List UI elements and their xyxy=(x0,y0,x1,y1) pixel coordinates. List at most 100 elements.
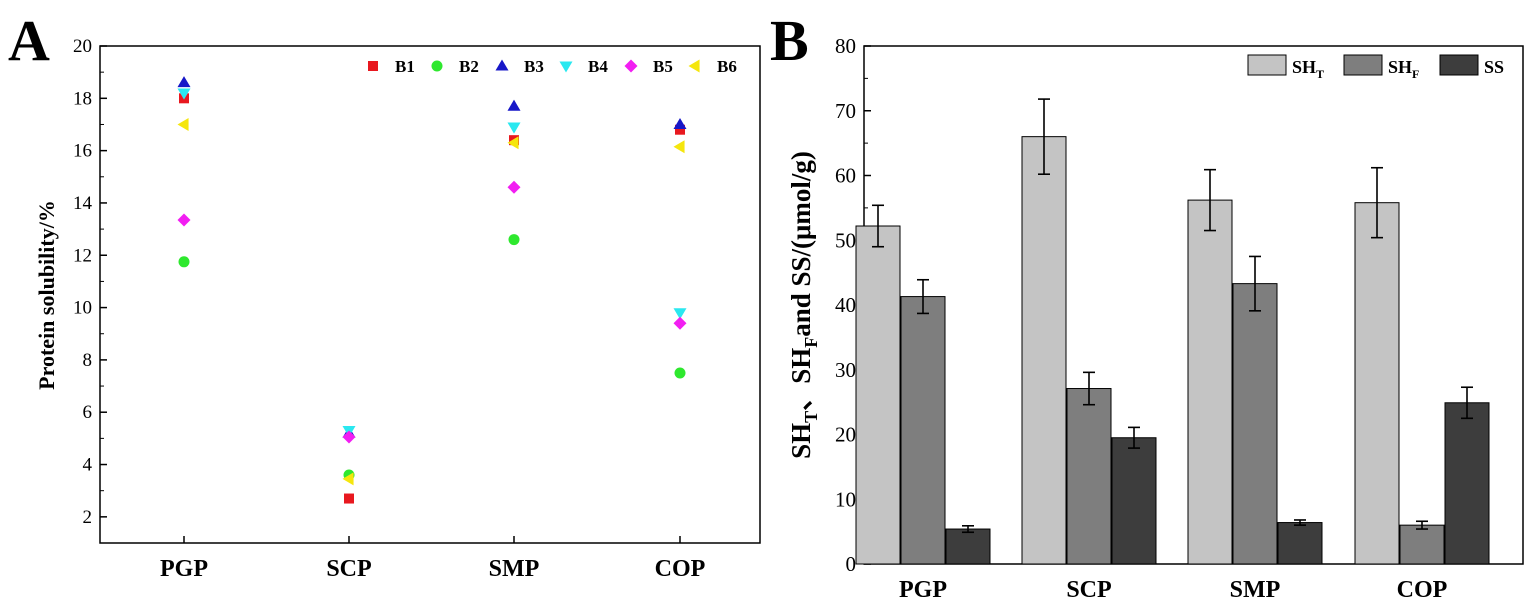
legend-label-main: SS xyxy=(1484,57,1504,77)
bar-sht-scp xyxy=(1021,136,1067,565)
x-category-label: SMP xyxy=(1230,577,1281,603)
y-tick-label: 14 xyxy=(73,193,93,214)
legend-marker-b5 xyxy=(624,59,638,73)
point-b1-scp xyxy=(344,493,354,504)
bar-shf-smp xyxy=(1232,283,1278,565)
y-tick-label: 8 xyxy=(83,350,93,371)
legend-label-subscript: T xyxy=(1316,67,1324,81)
x-category-label: PGP xyxy=(899,577,947,603)
y-tick-label: 0 xyxy=(846,552,857,576)
y-axis-title-part: 、 xyxy=(786,384,816,411)
point-b6-scp xyxy=(342,472,354,486)
panel-b-y-axis: 0 10 20 30 40 50 60 70 80 xyxy=(835,34,871,576)
bar-sht-cop xyxy=(1354,202,1400,565)
y-tick-label: 30 xyxy=(835,358,856,382)
point-b6-smp xyxy=(507,136,519,150)
point-b3-cop xyxy=(673,117,687,130)
point-b4-smp xyxy=(507,122,521,134)
x-category-label: SCP xyxy=(1066,577,1111,603)
y-tick-label: 50 xyxy=(835,228,856,252)
x-category-label: COP xyxy=(655,556,706,582)
legend-label-subscript: F xyxy=(1412,67,1419,81)
point-b5-cop xyxy=(673,316,687,330)
bar-sht-smp xyxy=(1187,199,1233,565)
legend-swatch-ss xyxy=(1439,54,1479,76)
panel-a-x-axis: PGP SCP SMP COP xyxy=(160,536,705,582)
point-b6-pgp xyxy=(177,117,189,131)
legend-label-main: SH xyxy=(1292,57,1316,77)
bar-shf-cop xyxy=(1399,524,1445,565)
bar-shf-pgp xyxy=(900,296,946,565)
legend-label-b5: B5 xyxy=(653,57,673,76)
panel-b-legend: SHT SHF SS xyxy=(1247,54,1504,81)
point-b3-pgp xyxy=(177,76,191,88)
y-tick-label: 70 xyxy=(835,99,856,123)
y-axis-title-subscript: T xyxy=(801,411,821,423)
y-axis-title-part: SH xyxy=(786,423,816,459)
legend-marker-b1 xyxy=(368,61,378,71)
y-tick-label: 6 xyxy=(83,402,93,423)
point-b5-scp xyxy=(342,430,356,444)
legend-label-b3: B3 xyxy=(524,57,544,76)
panel-a-y-axis-title: Protein solubility/% xyxy=(34,200,59,390)
legend-marker-b6 xyxy=(688,59,700,73)
bar-ss-smp xyxy=(1277,522,1323,565)
point-b2-cop xyxy=(674,367,686,379)
legend-label-b1: B1 xyxy=(395,57,415,76)
panel-a-plot-frame xyxy=(99,45,761,544)
legend-marker-b2 xyxy=(431,60,443,72)
legend-label-b6: B6 xyxy=(717,57,737,76)
x-category-label: SMP xyxy=(489,556,540,582)
legend-marker-b4 xyxy=(559,61,573,73)
legend-marker-b3 xyxy=(495,59,509,71)
y-axis-title-part: SH xyxy=(786,348,816,384)
panel-b-bars xyxy=(855,98,1490,565)
y-tick-label: 16 xyxy=(73,141,92,162)
panel-a-points xyxy=(177,76,687,504)
y-axis-title-part: and SS/(μmol/g) xyxy=(786,151,816,337)
y-tick-label: 40 xyxy=(835,293,856,317)
y-tick-label: 12 xyxy=(73,245,92,266)
y-axis-title-subscript: F xyxy=(801,337,821,348)
legend-swatch-shf xyxy=(1343,54,1383,76)
y-tick-label: 20 xyxy=(73,36,92,57)
point-b2-smp xyxy=(508,234,520,246)
point-b5-pgp xyxy=(177,213,191,227)
y-tick-label: 20 xyxy=(835,423,856,447)
x-category-label: SCP xyxy=(326,556,371,582)
y-tick-label: 60 xyxy=(835,164,856,188)
y-tick-label: 80 xyxy=(835,34,856,58)
y-tick-label: 10 xyxy=(835,487,856,511)
x-category-label: PGP xyxy=(160,556,208,582)
legend-label-b2: B2 xyxy=(459,57,479,76)
panel-b-y-axis-title: SHT、SHFand SS/(μmol/g) xyxy=(786,151,821,459)
panel-a-y-axis: 2 4 6 8 10 12 14 16 18 20 xyxy=(73,36,107,528)
legend-label-sht: SHT xyxy=(1292,57,1324,81)
legend-label-b4: B4 xyxy=(588,57,608,76)
point-b2-pgp xyxy=(178,256,190,268)
point-b6-cop xyxy=(673,140,685,154)
point-b4-cop xyxy=(673,308,687,320)
bar-ss-cop xyxy=(1444,402,1490,565)
panel-a: A 2 4 6 8 10 12 14 16 18 20 PGP SCP SMP COP B1 B2 B3 B4… xyxy=(8,8,761,582)
y-tick-label: 10 xyxy=(73,298,92,319)
legend-swatch-sht xyxy=(1247,54,1287,76)
point-b5-smp xyxy=(507,180,521,194)
point-b1-cop xyxy=(675,124,685,135)
bar-shf-scp xyxy=(1066,388,1112,565)
legend-label-ss: SS xyxy=(1484,57,1504,77)
point-b4-pgp xyxy=(177,88,191,100)
legend-label-shf: SHF xyxy=(1388,57,1419,81)
y-tick-label: 2 xyxy=(83,507,93,528)
x-category-label: COP xyxy=(1397,577,1448,603)
bar-ss-scp xyxy=(1111,437,1157,565)
bar-ss-pgp xyxy=(945,528,991,565)
bar-sht-pgp xyxy=(855,225,901,565)
point-b3-smp xyxy=(507,99,521,111)
y-tick-label: 18 xyxy=(73,88,92,109)
y-tick-label: 4 xyxy=(83,455,93,476)
panel-a-legend: B1 B2 B3 B4 B5 B6 xyxy=(368,57,737,76)
panel-b-x-axis: PGP SCP SMP COP xyxy=(899,557,1447,603)
